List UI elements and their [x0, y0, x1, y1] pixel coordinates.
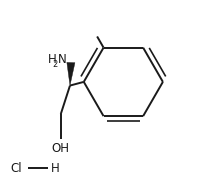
Text: Cl: Cl — [11, 162, 22, 175]
Text: H: H — [48, 54, 57, 66]
Text: H: H — [51, 162, 60, 175]
Text: 2: 2 — [52, 60, 57, 69]
Text: OH: OH — [52, 142, 70, 155]
Polygon shape — [67, 62, 75, 86]
Text: N: N — [58, 54, 67, 66]
